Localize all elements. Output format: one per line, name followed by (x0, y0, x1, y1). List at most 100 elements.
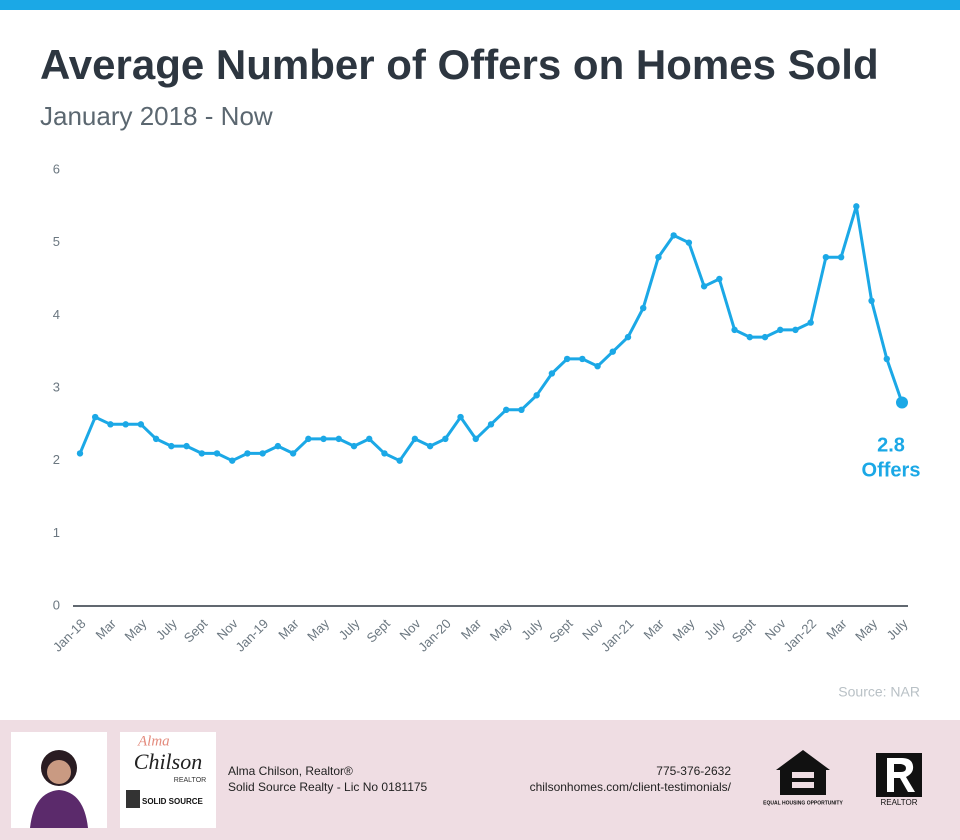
agent: Alma Chilson, Realtor® (228, 764, 353, 778)
eho-label: EQUAL HOUSING OPPORTUNITY (763, 800, 843, 806)
x-tick-label: May (121, 616, 149, 644)
logo-role: REALTOR (174, 777, 206, 784)
url: chilsonhomes.com/client-testimonials/ (530, 780, 732, 794)
x-tick-label: Jan-22 (781, 616, 820, 655)
point (868, 297, 875, 304)
x-tick-label: May (487, 616, 515, 644)
point (685, 239, 693, 246)
point (259, 450, 266, 457)
point (579, 355, 586, 363)
point (837, 254, 845, 261)
x-tick-label: Sept (363, 616, 393, 646)
photo-body (30, 790, 88, 828)
point (472, 435, 479, 443)
x-tick-label: May (852, 616, 880, 644)
eho-icon-bar (792, 782, 814, 788)
y-tick-label: 1 (53, 525, 60, 540)
point (670, 232, 677, 239)
y-tick-label: 4 (53, 307, 60, 322)
point (594, 363, 601, 370)
point (442, 435, 449, 443)
source: Source: NAR (838, 684, 920, 700)
x-tick-label: Jan-21 (598, 616, 637, 655)
point (640, 304, 647, 312)
point (533, 392, 540, 399)
y-tick-label: 2 (53, 452, 60, 467)
x-tick-label: Jan-19 (233, 616, 272, 655)
point (609, 348, 616, 355)
realtor-label: REALTOR (880, 798, 917, 807)
point (366, 435, 373, 443)
x-tick-label: July (884, 616, 911, 643)
point (503, 406, 510, 413)
point (229, 457, 236, 464)
phone: 775-376-2632 (656, 764, 731, 778)
house-icon (126, 790, 140, 808)
x-tick-label: Mar (458, 615, 485, 642)
point (518, 406, 525, 413)
photo-face (47, 760, 71, 784)
point (350, 442, 358, 450)
point (777, 326, 784, 334)
point (198, 450, 205, 457)
x-tick-label: Sept (729, 616, 759, 646)
x-tick-label: July (701, 616, 728, 643)
point (381, 450, 388, 457)
x-tick-label: July (518, 616, 545, 643)
point (107, 421, 114, 428)
brokerage-logo: SOLID SOURCE (142, 797, 204, 806)
logo-name: Chilson (134, 749, 202, 774)
x-tick-label: Sept (181, 616, 211, 646)
x-tick-label: Jan-18 (50, 616, 89, 655)
x-tick-label: Mar (823, 615, 850, 642)
point (487, 421, 495, 428)
point (335, 435, 342, 443)
point (883, 355, 890, 363)
x-tick-label: Sept (546, 616, 576, 646)
point (274, 442, 282, 450)
point (746, 333, 753, 341)
point (716, 275, 723, 283)
point (320, 435, 327, 443)
brand-logo (120, 732, 216, 828)
point (548, 370, 556, 377)
x-tick-label: Mar (275, 615, 302, 642)
x-tick-label: May (304, 616, 332, 644)
point (761, 333, 769, 341)
x-tick-label: Jan-20 (415, 616, 454, 655)
chart-subtitle: January 2018 - Now (40, 101, 273, 131)
point (168, 442, 175, 450)
point (700, 283, 708, 290)
eho-icon-bar (792, 772, 814, 778)
y-tick-label: 5 (53, 234, 60, 249)
point (822, 254, 830, 261)
x-tick-label: July (153, 616, 180, 643)
x-tick-label: Mar (93, 615, 120, 642)
y-tick-label: 6 (53, 161, 60, 176)
point (731, 326, 738, 334)
point (213, 450, 221, 457)
y-tick-label: 3 (53, 379, 60, 394)
point (396, 457, 403, 464)
chart-title: Average Number of Offers on Homes Sold (40, 41, 879, 88)
top-bar (0, 0, 960, 10)
point (792, 326, 799, 334)
point (853, 203, 860, 210)
point (807, 319, 814, 326)
point (411, 435, 419, 443)
point (244, 450, 251, 457)
point (426, 442, 434, 450)
point (183, 442, 190, 450)
point (896, 396, 908, 409)
realtor-r (887, 758, 915, 792)
annotation: Offers (862, 459, 921, 481)
x-tick-label: Mar (641, 615, 668, 642)
point (457, 413, 464, 421)
point (92, 413, 99, 421)
point (289, 450, 297, 457)
point (152, 435, 160, 443)
point (655, 254, 662, 261)
logo-script: Alma (137, 733, 170, 749)
y-tick-label: 0 (53, 597, 60, 612)
